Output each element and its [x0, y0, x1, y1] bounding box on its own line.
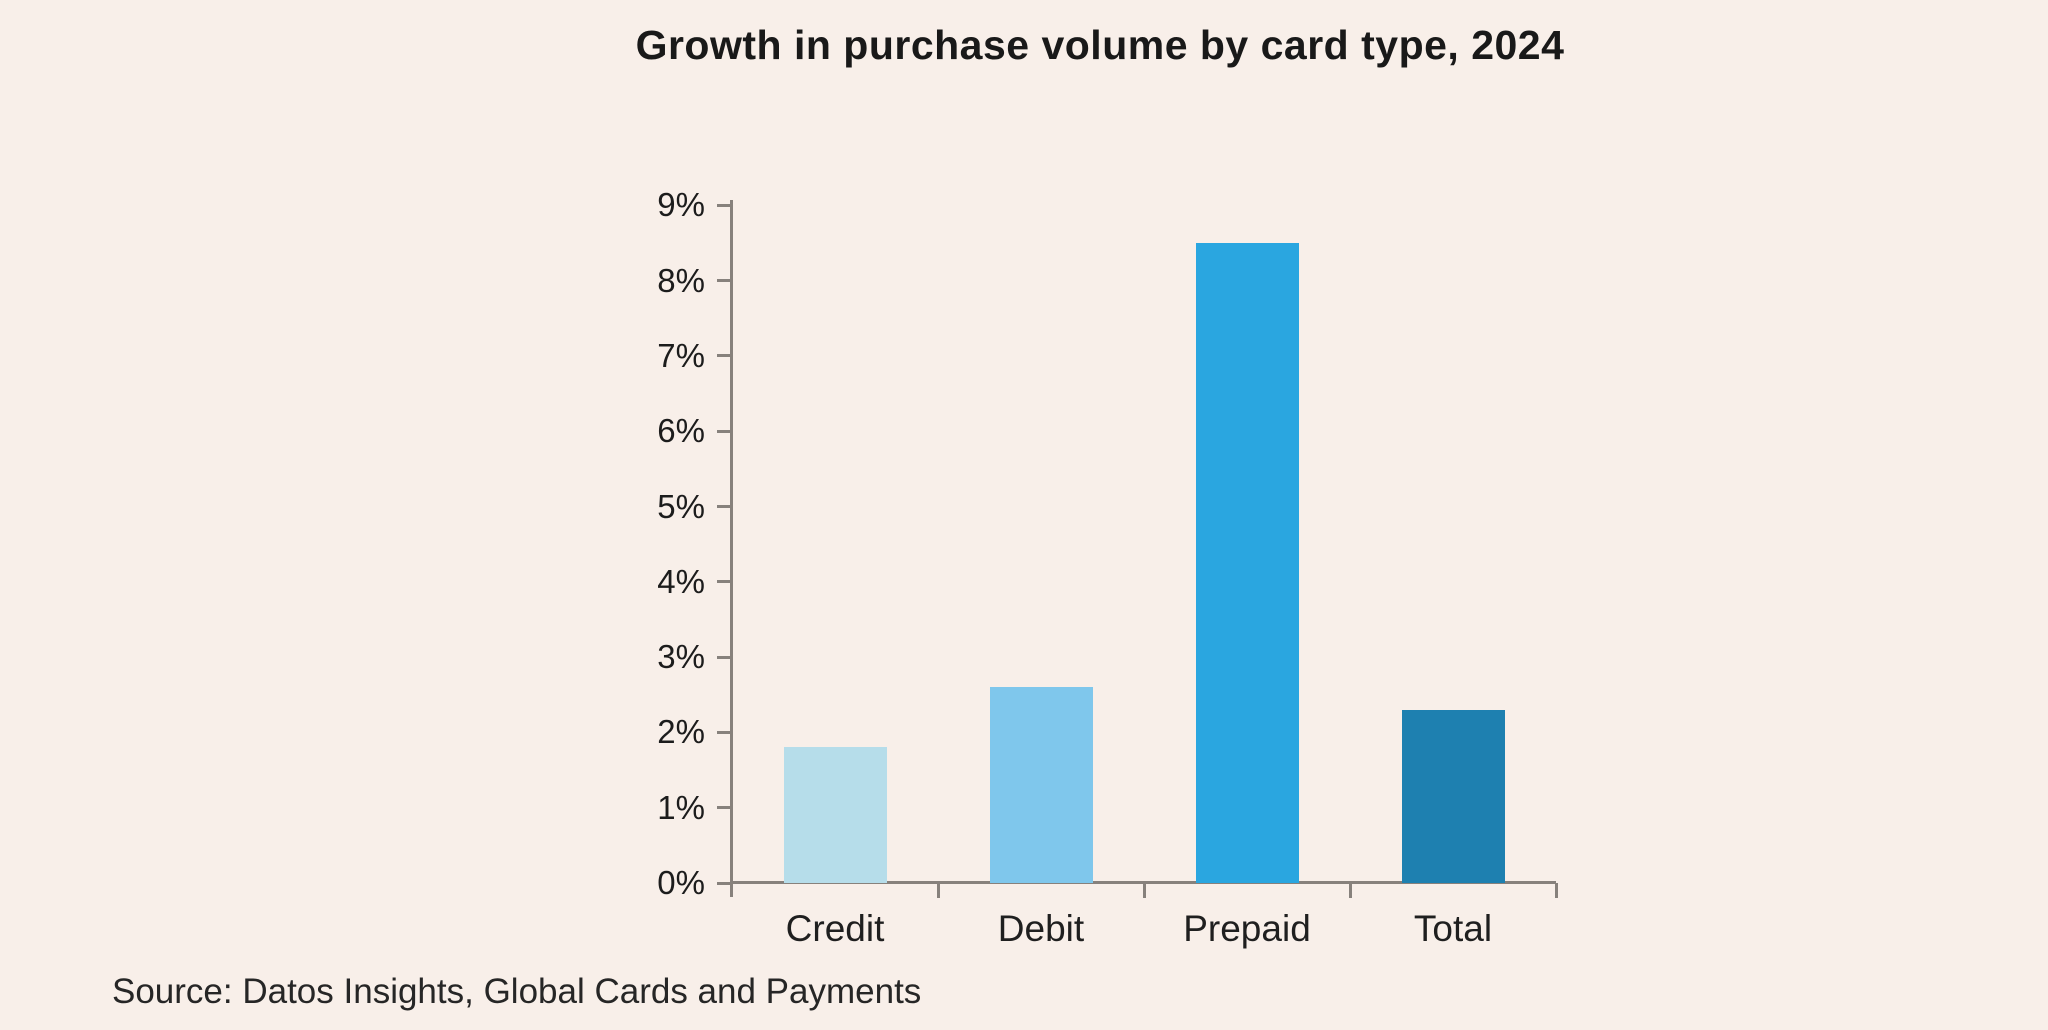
y-tick-label: 5% [657, 487, 705, 525]
x-category-label: Prepaid [1183, 908, 1311, 949]
y-tick-label: 9% [657, 186, 705, 224]
y-axis-tick [717, 806, 731, 810]
x-category-label: Credit [785, 908, 885, 949]
y-tick-label: 4% [657, 562, 705, 600]
y-tick-label: 2% [657, 713, 705, 751]
x-axis-tick [1554, 883, 1558, 898]
y-tick-label: 6% [657, 412, 705, 450]
source-note: Source: Datos Insights, Global Cards and… [112, 972, 922, 1011]
y-tick-label: 7% [657, 336, 705, 374]
bar-debit [989, 687, 1093, 883]
y-tick-label: 3% [657, 638, 705, 676]
y-tick-label: 1% [657, 788, 705, 826]
y-axis-tick [717, 354, 731, 358]
y-tick-label: 8% [657, 261, 705, 299]
y-axis-tick [717, 881, 731, 885]
bar-credit [783, 747, 887, 883]
chart-title: Growth in purchase volume by card type, … [635, 22, 1565, 68]
x-axis-tick [936, 883, 940, 898]
x-category-label: Debit [997, 908, 1085, 949]
y-axis-tick [717, 279, 731, 283]
y-axis-tick [717, 580, 731, 584]
y-axis-tick [717, 505, 731, 508]
y-axis-tick [717, 203, 731, 207]
y-axis-line [730, 200, 733, 897]
x-axis-tick [1142, 883, 1146, 898]
y-axis-tick [717, 429, 731, 433]
y-axis-tick [717, 655, 731, 659]
y-axis-tick [717, 730, 731, 734]
bar-prepaid [1195, 242, 1299, 883]
x-category-label: Total [1413, 908, 1493, 949]
bar-total [1401, 709, 1505, 883]
x-axis-tick [1348, 883, 1352, 898]
x-axis-line [732, 881, 1556, 884]
y-tick-label: 0% [657, 864, 705, 901]
